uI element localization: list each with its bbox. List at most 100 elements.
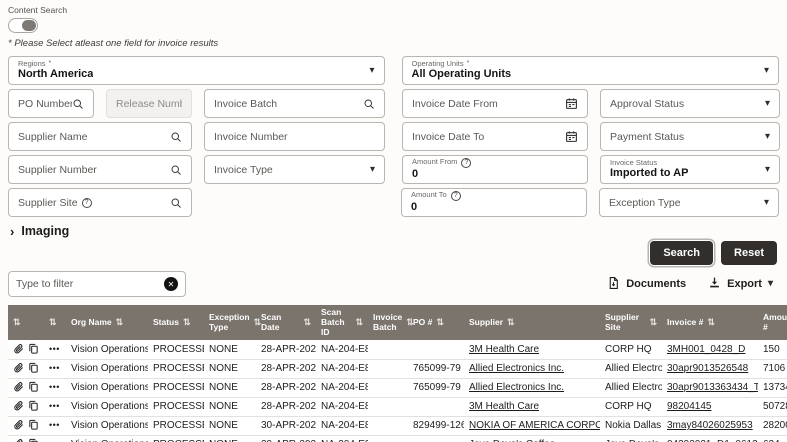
caret-down-icon[interactable]: ▾ [763, 196, 769, 208]
more-actions-icon[interactable]: ••• [49, 420, 60, 431]
search-icon[interactable] [72, 98, 84, 110]
column-header-invoice_batch[interactable]: Invoice Batch ⇅ [368, 305, 414, 341]
attachment-icon[interactable] [13, 343, 24, 357]
more-actions-icon[interactable]: ••• [49, 363, 60, 374]
sort-icon[interactable]: ⇅ [649, 317, 657, 328]
search-icon[interactable] [170, 131, 182, 143]
invoice-date-to-field[interactable]: Invoice Date To [402, 122, 588, 151]
payment-status-field[interactable]: Payment Status ▾ [600, 122, 780, 151]
caret-down-icon[interactable]: ▾ [764, 130, 770, 142]
column-header-exception_type[interactable]: Exception Type ⇅ [204, 305, 261, 341]
copy-icon[interactable] [28, 400, 39, 414]
more-actions-icon[interactable]: ••• [49, 382, 60, 393]
more-actions-icon[interactable]: ••• [49, 401, 60, 412]
invoice-number-field[interactable]: Invoice Number [204, 122, 385, 151]
caret-down-icon[interactable]: ▾ [369, 163, 375, 175]
sort-icon[interactable]: ⇅ [355, 317, 363, 328]
copy-icon[interactable] [28, 438, 39, 442]
table-row[interactable]: ••• Vision Operations PROCESSED NONE 29-… [8, 435, 787, 442]
sort-icon[interactable]: ⇅ [406, 317, 414, 328]
invoice-number-link[interactable]: 04292021_D1_061347 [662, 435, 758, 442]
supplier-link[interactable]: 3M Health Care [464, 397, 600, 417]
copy-icon[interactable] [28, 362, 39, 376]
table-row[interactable]: ••• Vision Operations PROCESSED NONE 28-… [8, 397, 787, 417]
po-number-field[interactable]: PO Number [8, 89, 94, 118]
approval-status-field[interactable]: Approval Status ▾ [600, 89, 780, 118]
content-search-toggle[interactable] [8, 18, 38, 33]
help-icon[interactable]: ? [81, 197, 92, 208]
row-actions-cell[interactable]: ••• [44, 435, 66, 442]
column-header-scan_batch_id[interactable]: Scan Batch ID ⇅ [316, 305, 368, 341]
more-actions-icon[interactable]: ••• [49, 439, 60, 442]
help-icon[interactable]: ? [461, 158, 472, 169]
search-icon[interactable] [170, 197, 182, 209]
caret-down-icon[interactable]: ▾ [764, 97, 770, 109]
regions-field[interactable]: Regions * North America ▾ [8, 56, 385, 85]
caret-down-icon[interactable]: ▾ [763, 64, 769, 76]
invoice-number-link[interactable]: 98204145 [662, 397, 758, 417]
attachment-icon[interactable] [13, 438, 24, 442]
column-header-supplier[interactable]: Supplier ⇅ [464, 305, 600, 341]
table-row[interactable]: ••• Vision Operations PROCESSED NONE 30-… [8, 416, 787, 436]
search-icon[interactable] [363, 98, 375, 110]
supplier-site-field[interactable]: Supplier Site ? [8, 188, 192, 217]
invoice-number-link[interactable]: 30apr9013363434_TEST [662, 378, 758, 398]
supplier-link[interactable]: 3M Health Care [464, 340, 600, 360]
exception-type-field[interactable]: Exception Type ▾ [599, 188, 779, 217]
invoice-number-link[interactable]: 30apr9013526548 [662, 359, 758, 379]
invoice-type-field[interactable]: Invoice Type ▾ [204, 155, 385, 184]
column-header-amount[interactable]: Amount #⇅ [758, 305, 787, 341]
column-header-supplier_site[interactable]: Supplier Site ⇅ [600, 305, 662, 341]
sort-icon[interactable]: ⇅ [303, 317, 311, 328]
calendar-icon[interactable] [565, 130, 578, 143]
attachment-icon[interactable] [13, 400, 24, 414]
invoice-number-link[interactable]: 3may84026025953 [662, 416, 758, 436]
column-header-scan_date[interactable]: Scan Date ⇅ [256, 305, 316, 341]
sort-icon[interactable]: ⇅ [13, 317, 21, 328]
attachment-icon[interactable] [13, 381, 24, 395]
table-row[interactable]: ••• Vision Operations PROCESSED NONE 28-… [8, 340, 787, 360]
search-button[interactable]: Search [650, 241, 714, 265]
copy-icon[interactable] [28, 343, 39, 357]
sort-icon[interactable]: ⇅ [436, 317, 444, 328]
calendar-icon[interactable] [565, 97, 578, 110]
row-actions-cell[interactable]: ••• [44, 397, 66, 417]
row-actions-cell[interactable]: ••• [44, 378, 66, 398]
column-header-status[interactable]: Status ⇅ [148, 305, 204, 341]
operating-units-field[interactable]: Operating Units * All Operating Units ▾ [401, 56, 779, 85]
copy-icon[interactable] [28, 419, 39, 433]
column-header-icons[interactable]: ⇅ [8, 305, 44, 341]
invoice-batch-field[interactable]: Invoice Batch [204, 89, 385, 118]
amount-from-field[interactable]: Amount From? 0 [402, 155, 588, 184]
row-actions-cell[interactable]: ••• [44, 340, 66, 360]
column-header-actions[interactable]: ⇅ [44, 305, 66, 341]
sort-icon[interactable]: ⇅ [253, 317, 262, 328]
help-icon[interactable]: ? [450, 191, 461, 202]
supplier-name-field[interactable]: Supplier Name [8, 122, 192, 151]
imaging-section-header[interactable]: › Imaging [10, 223, 779, 239]
column-header-org_name[interactable]: Org Name ⇅ [66, 305, 148, 341]
table-row[interactable]: ••• Vision Operations PROCESSED NONE 28-… [8, 378, 787, 398]
supplier-link[interactable]: Allied Electronics Inc. [464, 359, 600, 379]
attachment-icon[interactable] [13, 362, 24, 376]
reset-button[interactable]: Reset [721, 241, 777, 265]
sort-icon[interactable]: ⇅ [707, 317, 715, 328]
filter-box[interactable]: ✕ [8, 271, 186, 297]
clear-filter-icon[interactable]: ✕ [164, 277, 178, 291]
sort-icon[interactable]: ⇅ [115, 317, 124, 328]
supplier-link[interactable]: Allied Electronics Inc. [464, 378, 600, 398]
export-button[interactable]: Export ▾ [708, 276, 773, 292]
invoice-date-from-field[interactable]: Invoice Date From [402, 89, 588, 118]
table-row[interactable]: ••• Vision Operations PROCESSED NONE 28-… [8, 359, 787, 379]
row-actions-cell[interactable]: ••• [44, 416, 66, 436]
attachment-icon[interactable] [13, 419, 24, 433]
supplier-link[interactable]: NOKIA OF AMERICA CORPORATION [464, 416, 600, 436]
caret-down-icon[interactable]: ▾ [764, 163, 770, 175]
more-actions-icon[interactable]: ••• [49, 344, 60, 355]
column-header-po_number[interactable]: PO # ⇅ [408, 305, 464, 341]
sort-icon[interactable]: ⇅ [49, 317, 57, 328]
invoice-status-field[interactable]: Invoice Status Imported to AP ▾ [600, 155, 780, 184]
column-header-invoice_number[interactable]: Invoice # ⇅ [662, 305, 758, 341]
caret-down-icon[interactable]: ▾ [369, 64, 375, 76]
search-icon[interactable] [170, 164, 182, 176]
